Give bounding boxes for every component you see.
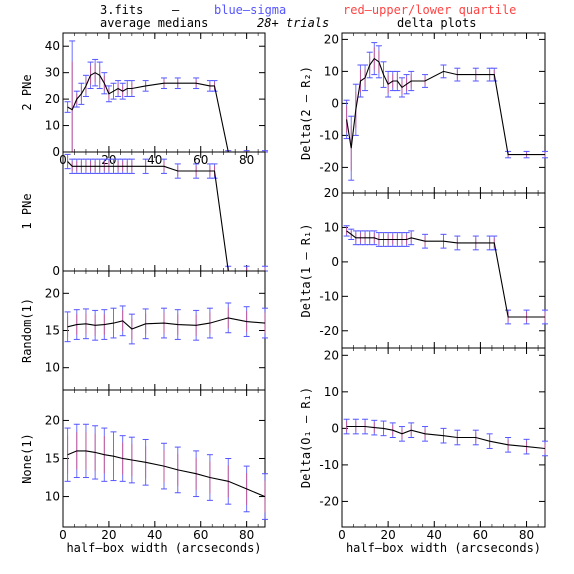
y-tick-label: 0 [52,145,60,159]
y-tick-label: 10 [324,64,339,78]
y-tick-label: 20 [324,186,339,200]
y-tick-label: 20 [45,286,60,300]
panel-right-1: -20 -10 0 10 20 Delta(2 – R₂) [299,32,548,194]
median-line [346,57,545,156]
x-tick-label: 60 [193,528,208,542]
y-tick-label: -20 [319,494,339,508]
x-tick-label: 0 [338,528,346,542]
y-tick-label: -20 [319,160,339,174]
y-tick-label: 0 [52,264,60,278]
x-tick-label: 40 [147,153,162,167]
x-tick-label: 80 [239,528,254,542]
x-tick-label: 0 [59,528,67,542]
y-axis-label: Delta(O₁ – R₁) [299,387,313,488]
median-line [67,72,265,153]
y-axis-label: Delta(2 – R₂) [299,66,313,160]
x-tick-label: 20 [380,528,395,542]
x-tick-label: 40 [147,528,162,542]
x-tick-label: 80 [239,153,254,167]
panel-left-2: 0 1 PNe [20,151,268,278]
y-tick-label: 15 [45,324,60,338]
y-tick-label: 20 [324,32,339,46]
y-axis-label: 1 PNe [20,193,34,229]
y-axis-label: Random(1) [20,298,34,363]
median-line [67,161,265,272]
header-left-title: average medians [100,16,208,30]
x-tick-label: 40 [427,528,442,542]
y-tick-label: 10 [45,490,60,504]
y-axis-label: None(1) [20,433,34,484]
panel-right-2: -20 -10 0 10 20 Delta(1 – R₁) [299,186,548,349]
y-tick-label: 20 [45,413,60,427]
x-axis-label: half–box width (arcseconds) [66,541,261,555]
panels: 0 20 40 60 80 0 10 20 30 40 2 PNe 0 1 PNe 10 15 20 Rando… [20,32,548,555]
plot-frame [62,32,266,153]
y-tick-label: 15 [45,452,60,466]
y-tick-label: -10 [319,458,339,472]
y-tick-label: 30 [45,66,60,80]
y-axis-label: Delta(1 – R₁) [299,224,313,318]
y-axis-label: 2 PNe [20,74,34,110]
header-blue-label: blue–sigma [214,3,286,17]
header-trials: 28+ trials [257,16,329,30]
x-axis-label: half–box width (arcseconds) [346,541,541,555]
plot-frame [341,347,546,528]
median-line [67,450,266,498]
header: 3.fits – blue–sigma red–upper/lower quar… [100,3,516,30]
panel-left-4: 0 20 40 60 80 10 15 20 None(1) half–box width (ar… [20,389,268,555]
x-tick-label: 20 [101,528,116,542]
y-tick-label: -20 [319,324,339,338]
y-tick-label: 10 [45,361,60,375]
header-dash: – [172,3,180,17]
y-tick-label: 0 [331,421,339,435]
y-tick-label: 10 [45,119,60,133]
median-line [346,230,545,318]
y-tick-label: 0 [331,255,339,269]
y-tick-label: 10 [324,385,339,399]
median-line [346,425,546,450]
header-right-title: delta plots [397,16,476,30]
panel-left-3: 10 15 20 Random(1) [20,270,268,391]
y-tick-label: 20 [45,92,60,106]
header-file: 3.fits [100,3,143,17]
median-line [67,317,266,330]
y-tick-label: 10 [324,220,339,234]
y-tick-label: 0 [331,96,339,110]
plot-frame [341,192,546,349]
plot-frame [341,32,546,194]
panel-right-3: 0 20 40 60 80 -20 -10 0 10 20 Delta(O₁ – R₁) half–b… [299,347,548,555]
x-tick-label: 60 [473,528,488,542]
x-tick-label: 80 [519,528,534,542]
header-red-label: red–upper/lower quartile [343,3,516,17]
y-tick-label: -10 [319,289,339,303]
y-tick-label: 20 [324,348,339,362]
y-tick-label: -10 [319,128,339,142]
y-tick-label: 40 [45,39,60,53]
